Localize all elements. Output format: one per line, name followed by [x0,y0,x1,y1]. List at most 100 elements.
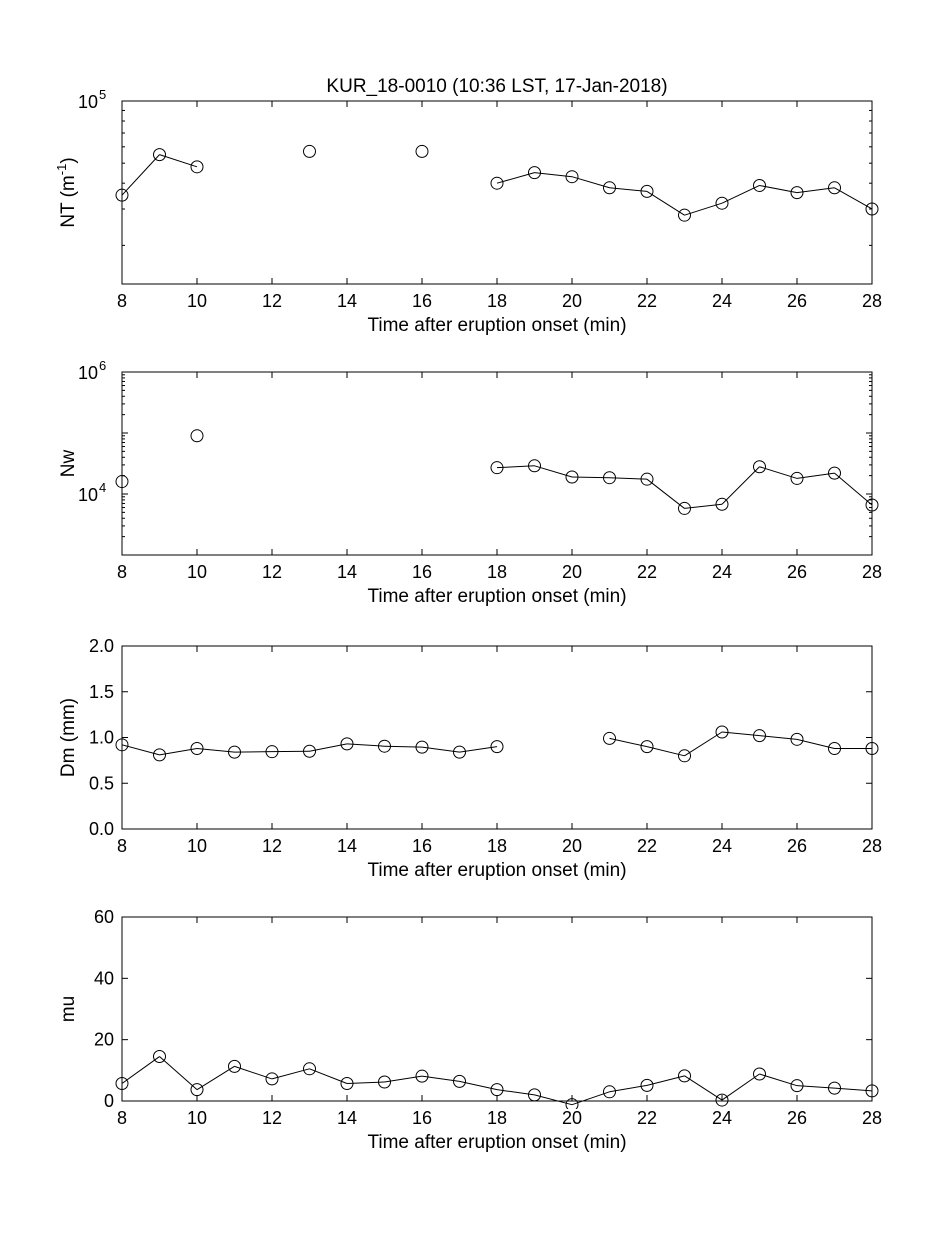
data-point [603,471,616,485]
data-point [790,471,804,485]
x-tick-label: 22 [637,562,657,582]
series-segment [834,187,873,210]
data-point [115,738,129,752]
x-tick-label: 20 [562,562,582,582]
series-segment [721,466,760,505]
data-point [753,1067,766,1081]
data-point [865,202,879,216]
data-point [678,208,691,222]
x-tick-label: 16 [412,562,432,582]
data-point [303,744,316,758]
x-tick-label: 12 [262,1108,282,1128]
data-point [790,1079,804,1093]
x-tick-label: 16 [412,1108,432,1128]
x-axis-label: Time after eruption onset (min) [367,315,626,336]
series-segment [196,1065,235,1091]
series-segment [721,185,760,204]
y-axis-label: Dm (mm) [58,698,79,777]
x-tick-label: 18 [487,562,507,582]
series-group [115,429,879,515]
series-segment [684,731,723,757]
data-point [565,470,579,484]
x-tick-label: 8 [117,562,127,582]
data-point [565,170,579,184]
data-point [828,181,841,195]
x-tick-label: 12 [262,291,282,311]
data-point [640,740,654,754]
y-tick-label: 2.0 [89,636,114,656]
y-tick-exponent: 4 [99,480,106,495]
x-tick-label: 16 [412,291,432,311]
data-point [603,181,616,195]
x-tick-label: 20 [562,291,582,311]
data-point [228,1059,241,1073]
data-point [190,1083,204,1097]
data-point [415,1069,429,1083]
data-point [640,472,654,486]
data-point [603,731,616,745]
x-tick-label: 8 [117,836,127,856]
x-tick-label: 18 [487,1108,507,1128]
data-point [865,741,879,755]
series-segment [234,1065,273,1080]
x-tick-label: 28 [862,291,882,311]
x-tick-label: 24 [712,291,732,311]
x-tick-label: 26 [787,291,807,311]
data-point [153,1050,166,1064]
y-tick-label: 10 [78,92,98,112]
data-point [753,178,766,192]
data-point [678,1069,691,1083]
x-tick-label: 10 [187,562,207,582]
series-segment [309,1068,348,1084]
data-point [678,501,691,515]
x-tick-label: 10 [187,1108,207,1128]
x-tick-label: 24 [712,836,732,856]
x-axis-label: Time after eruption onset (min) [367,1132,626,1153]
data-point [865,498,879,512]
data-point [303,144,316,158]
x-tick-label: 14 [337,291,357,311]
data-point [865,1084,879,1098]
x-tick-label: 26 [787,562,807,582]
data-point [603,1085,616,1099]
x-tick-label: 8 [117,1108,127,1128]
data-point [490,176,504,190]
series-segment [121,1056,160,1084]
y-tick-label: 10 [78,485,98,505]
y-tick-label: 0.0 [89,819,114,839]
x-tick-label: 28 [862,836,882,856]
series-segment [571,1091,610,1106]
axes-box [121,916,873,1102]
x-tick-label: 14 [337,1108,357,1128]
data-point [340,737,354,751]
x-tick-label: 12 [262,836,282,856]
data-point [453,745,466,759]
data-point [115,188,129,202]
y-tick-label: 60 [94,907,114,927]
data-point [303,1062,316,1076]
data-point [115,475,129,489]
y-tick-label: 1.5 [89,682,114,702]
x-tick-label: 20 [562,1108,582,1128]
x-tick-label: 20 [562,836,582,856]
x-tick-label: 18 [487,836,507,856]
series-group [115,1050,879,1109]
figure-title: KUR_18-0010 (10:36 LST, 17-Jan-2018) [326,76,667,97]
data-point [378,1075,391,1089]
series-segment [534,465,573,478]
data-point [490,461,504,475]
data-point [790,186,804,200]
data-point [640,184,654,198]
y-tick-label: 1.0 [89,728,114,748]
series-segment [159,154,198,168]
series-segment [759,466,798,479]
y-tick-exponent: 5 [99,87,106,102]
x-tick-label: 26 [787,836,807,856]
data-point [790,732,804,746]
x-tick-label: 10 [187,836,207,856]
x-tick-label: 24 [712,562,732,582]
axes-box [121,371,873,556]
panel-3: 8 10 12 14 16 18 20 22 24 26 28 0.0 0.5 1.0 1.5 2.0 Time… [58,636,882,881]
data-point [190,160,204,174]
data-point [715,196,729,210]
